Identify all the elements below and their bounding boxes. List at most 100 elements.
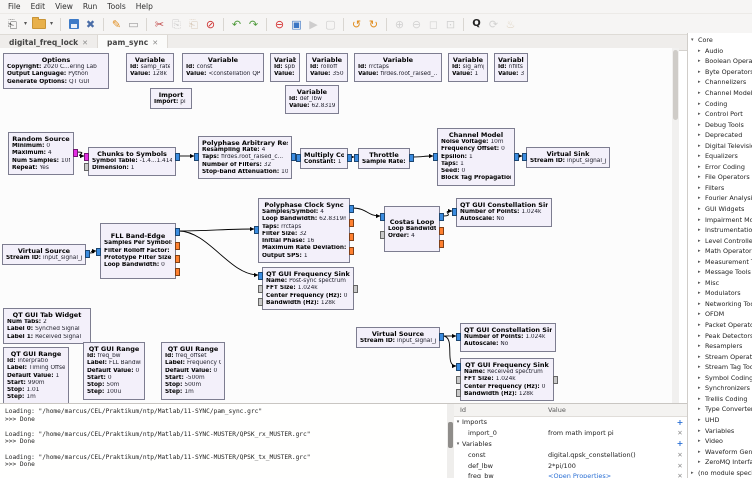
menu-view[interactable]: View	[55, 2, 73, 11]
library-category-resamplers[interactable]: ▸ Resamplers	[698, 342, 743, 351]
library-category-message-tools[interactable]: ▸ Message Tools	[698, 268, 751, 277]
out-port-3[interactable]	[175, 268, 180, 276]
block-var_const[interactable]: Variable Id: const Value: <constellation Q…	[182, 53, 264, 82]
delete-const-button[interactable]: ✕	[677, 450, 683, 459]
tab-close-icon[interactable]: ✕	[152, 38, 159, 47]
menu-edit[interactable]: Edit	[30, 2, 46, 11]
out-port-0[interactable]	[439, 213, 444, 221]
library-category-type-converters[interactable]: ▸ Type Converters	[698, 405, 752, 414]
block-const_sink_synced[interactable]: QT GUI Constellation Sink Number of Point…	[452, 198, 552, 227]
library-category-variables[interactable]: ▸ Variables	[698, 426, 735, 435]
menu-help[interactable]: Help	[135, 2, 153, 11]
library-category-debug-tools[interactable]: ▸ Debug Tools	[698, 120, 744, 129]
library-category-no-module[interactable]: ▸(no module specified)	[691, 468, 752, 477]
menu-run[interactable]: Run	[82, 2, 98, 11]
block-options[interactable]: Options Copyright: 2020 C...ering Lab Outp…	[3, 53, 109, 89]
out-port-2[interactable]	[349, 233, 354, 241]
library-category-synchronizers[interactable]: ▸ Synchronizers	[698, 384, 750, 393]
library-category-boolean-operators[interactable]: ▸Boolean Operators	[698, 57, 752, 66]
console-scrollbar[interactable]	[447, 403, 454, 478]
block-import_pi[interactable]: Import Import: pi	[150, 88, 192, 110]
in-port-0[interactable]	[452, 208, 457, 216]
library-category-stream-tag-tools[interactable]: ▸Stream Tag Tools	[698, 363, 752, 372]
props-row-freq_bw[interactable]: freq_bw <Open Properties> ✕	[454, 471, 687, 478]
library-category-symbol-coding[interactable]: ▸ Symbol Coding	[698, 373, 752, 382]
rotate-ccw-icon[interactable]: ↺	[351, 17, 362, 31]
library-category-gui-widgets[interactable]: ▸ GUI Widgets	[698, 205, 745, 214]
out-port-3[interactable]	[349, 247, 354, 255]
add-variables-button[interactable]: +	[676, 439, 684, 449]
reload-blocks-icon[interactable]: ⟳	[488, 17, 499, 31]
block-const_sink_received[interactable]: QT GUI Constellation Sink Number of Point…	[456, 323, 556, 352]
block-freq_sink_postsync[interactable]: QT GUI Frequency Sink Name: Post-sync spe…	[258, 267, 358, 311]
library-category-equalizers[interactable]: ▸ Equalizers	[698, 152, 738, 161]
library-category-error-coding[interactable]: ▸ Error Coding	[698, 162, 745, 171]
out-port-1[interactable]	[349, 219, 354, 227]
rotate-cw-icon[interactable]: ↻	[368, 17, 379, 31]
in-port-0[interactable]	[456, 363, 461, 371]
zoom-out-icon[interactable]: ⊖	[411, 17, 422, 31]
block-var_samp_rate[interactable]: Variable Id: samp_rate Value: 128k	[126, 53, 174, 82]
out-port-0[interactable]	[349, 205, 354, 213]
out-port-0[interactable]	[85, 250, 90, 258]
library-category-math-operators[interactable]: ▸ Math Operators	[698, 247, 752, 256]
props-row-const[interactable]: const digital.qpsk_constellation() ✕	[454, 449, 687, 460]
library-category-control-port[interactable]: ▸ Control Port	[698, 110, 743, 119]
in-port-0[interactable]	[258, 272, 263, 280]
out-port-2[interactable]	[439, 240, 444, 248]
props-row-import_0[interactable]: import_0 from math import pi ✕	[454, 428, 687, 439]
out-port-0[interactable]	[353, 285, 358, 293]
disable-blocks-icon[interactable]: ⊖	[274, 17, 285, 31]
new-file-dropdown-icon[interactable]: ▾	[23, 20, 27, 27]
tab-digital_freq_lock[interactable]: digital_freq_lock ✕	[0, 35, 99, 50]
library-category-trellis-coding[interactable]: ▸ Trellis Coding	[698, 394, 748, 403]
canvas-vertical-scrollbar[interactable]	[672, 48, 679, 403]
kill-flowgraph-icon[interactable]: ▢	[325, 17, 336, 31]
enable-blocks-icon[interactable]: ▣	[291, 17, 302, 31]
library-category-packet-operators[interactable]: ▸Packet Operators	[698, 321, 752, 330]
find-block-icon[interactable]: Q	[472, 18, 481, 29]
out-port-1[interactable]	[175, 242, 180, 250]
in-port-0[interactable]	[254, 226, 259, 234]
close-file-icon[interactable]: ✖	[85, 17, 96, 31]
in-port-1[interactable]	[84, 163, 89, 171]
in-port-1[interactable]	[380, 231, 385, 239]
tab-close-icon[interactable]: ✕	[82, 38, 89, 47]
in-port-1[interactable]	[456, 376, 461, 384]
out-port-2[interactable]	[175, 255, 180, 263]
cut-blocks-icon[interactable]: ✂	[154, 17, 165, 31]
library-category-video[interactable]: ▸ Video	[698, 437, 723, 446]
props-group-imports[interactable]: ▾ Imports +	[454, 417, 687, 428]
library-category-uhd[interactable]: ▸ UHD	[698, 415, 720, 424]
library-category-deprecated[interactable]: ▸ Deprecated	[698, 131, 743, 140]
library-category-instrumentation[interactable]: ▸ Instrumentation	[698, 226, 752, 235]
props-group-variables[interactable]: ▾ Variables +	[454, 439, 687, 450]
block-multiply_const[interactable]: Multiply ConstConstant: 1	[296, 148, 352, 170]
copy-blocks-icon[interactable]: ⎘	[172, 17, 181, 31]
library-category-peak-detectors[interactable]: ▸ Peak Detectors	[698, 331, 752, 340]
in-port-0[interactable]	[96, 248, 101, 256]
library-category-level-controllers[interactable]: ▸Level Controllers	[698, 236, 752, 245]
library-category-audio[interactable]: ▸ Audio	[698, 46, 724, 55]
undo-icon[interactable]: ↶	[231, 17, 242, 31]
block-random_source[interactable]: Random Source Minimum: 0 Maximum: 4 Num Sam…	[8, 132, 78, 176]
paste-blocks-icon[interactable]: ⎗	[189, 17, 198, 31]
library-category-digital-television[interactable]: ▸Digital Television	[698, 141, 752, 150]
library-category-filters[interactable]: ▸ Filters	[698, 183, 725, 192]
out-port-1[interactable]	[439, 227, 444, 235]
library-category-byte-operators[interactable]: ▸ Byte Operators	[698, 67, 752, 76]
open-file-dropdown-icon[interactable]: ▾	[49, 20, 53, 27]
screen-capture-icon[interactable]: ✎	[111, 17, 122, 31]
props-row-def_lbw[interactable]: def_lbw 2*pi/100 ✕	[454, 460, 687, 471]
out-port-0[interactable]	[347, 154, 352, 162]
library-category-fourier-analysis[interactable]: ▸ Fourier Analysis	[698, 194, 752, 203]
out-port-0[interactable]	[175, 153, 180, 161]
